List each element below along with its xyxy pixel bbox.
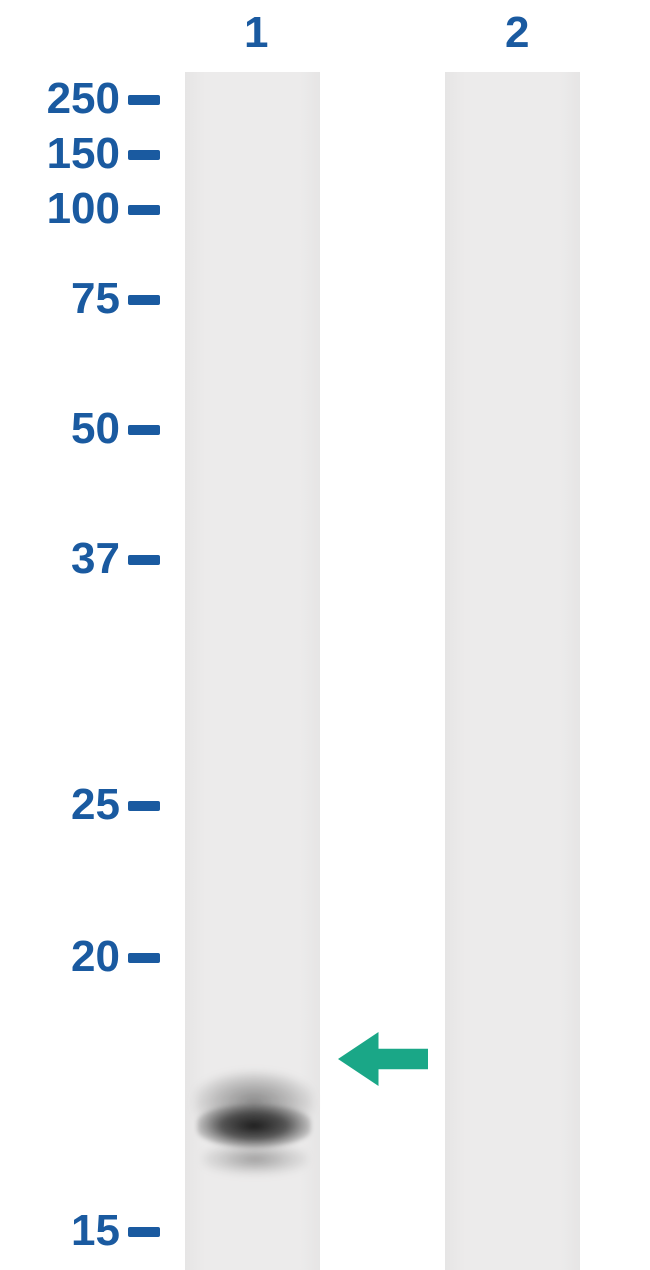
lane-header-2: 2 [505,8,529,58]
mw-tick-20 [128,953,160,963]
mw-label-150: 150 [47,129,120,179]
mw-label-15: 15 [71,1206,120,1256]
mw-label-250: 250 [47,74,120,124]
lane-1 [185,72,320,1270]
mw-label-37: 37 [71,534,120,584]
mw-tick-100 [128,205,160,215]
target-band-arrow-icon [338,1032,428,1086]
lane-2 [445,72,580,1270]
mw-label-50: 50 [71,404,120,454]
western-blot-figure: 1 2 250150100 75 50 37 25 20 15 [0,0,650,1270]
mw-tick-50 [128,425,160,435]
mw-tick-37 [128,555,160,565]
mw-tick-150 [128,150,160,160]
lane-header-1: 1 [244,8,268,58]
mw-tick-25 [128,801,160,811]
mw-label-100: 100 [47,184,120,234]
band-1-lower [203,1144,307,1174]
mw-label-20: 20 [71,932,120,982]
mw-tick-75 [128,295,160,305]
mw-tick-15 [128,1227,160,1237]
mw-label-25: 25 [71,780,120,830]
mw-tick-250 [128,95,160,105]
mw-label-75: 75 [71,274,120,324]
band-1-main [197,1104,311,1148]
